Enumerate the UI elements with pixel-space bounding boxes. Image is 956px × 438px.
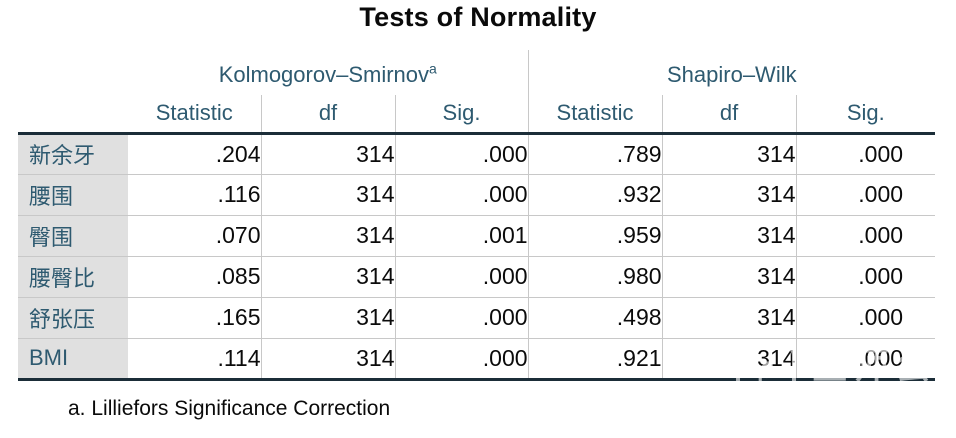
table-body: 新余牙 .204 314 .000 .789 314 .000 腰围 .116 … <box>18 131 936 381</box>
ks-df-cell: 314 <box>260 173 395 215</box>
sw-statistic-cell: .959 <box>527 214 663 256</box>
sw-sig-header: Sig. <box>795 95 936 133</box>
sw-df-cell: 314 <box>661 131 797 174</box>
sw-df-header: df <box>661 95 797 133</box>
ks-statistic-header: Statistic <box>155 99 233 125</box>
sw-df-cell: 314 <box>661 214 797 256</box>
sw-sig-cell: .000 <box>795 337 936 381</box>
sw-df-cell: 314 <box>661 337 797 381</box>
ks-df-cell: 314 <box>260 337 395 381</box>
sw-statistic-cell: .932 <box>527 173 663 215</box>
group-label: Kolmogorov–Smirnov <box>218 62 430 87</box>
sw-sig-cell: .000 <box>795 255 936 297</box>
ks-statistic-cell: .070 <box>128 214 261 256</box>
corner-cell <box>18 50 128 95</box>
group-label: Shapiro–Wilk <box>666 62 797 87</box>
ks-statistic-cell: .116 <box>128 173 261 215</box>
sw-df-cell: 314 <box>661 296 797 338</box>
sw-df-cell: 314 <box>661 173 797 215</box>
ks-df-cell: 314 <box>260 131 395 174</box>
footnote-marker: a <box>429 60 437 77</box>
sw-statistic-cell: .498 <box>527 296 663 338</box>
ks-statistic-cell: .165 <box>128 296 261 338</box>
ks-statistic-cell: .085 <box>128 255 261 297</box>
row-label: 舒张压 <box>18 296 128 338</box>
ks-statistic-cell: .114 <box>128 337 261 381</box>
ks-sig-cell: .001 <box>394 214 529 256</box>
ks-sig-cell: .000 <box>394 296 529 338</box>
tests-of-normality-table: Kolmogorov–Smirnova Shapiro–Wilk Statist… <box>18 50 936 381</box>
group-header-row: Kolmogorov–Smirnova Shapiro–Wilk <box>18 50 936 95</box>
ks-sig-cell: .000 <box>394 255 529 297</box>
ks-sig-cell: .000 <box>394 337 529 381</box>
row-label: 腰围 <box>18 173 128 215</box>
table-row: BMI .114 314 .000 .921 314 .000 <box>18 337 936 381</box>
page-title: Tests of Normality <box>359 2 597 32</box>
sw-statistic-header: Statistic <box>527 95 663 133</box>
ks-df-cell: 314 <box>260 296 395 338</box>
sw-df-cell: 314 <box>661 255 797 297</box>
ks-statistic-cell: .204 <box>128 131 261 174</box>
table-row: 舒张压 .165 314 .000 .498 314 .000 <box>18 296 936 338</box>
sw-sig-cell: .000 <box>795 296 936 338</box>
row-label: BMI <box>18 337 128 381</box>
ks-df-cell: 314 <box>260 255 395 297</box>
ks-df-cell: 314 <box>260 214 395 256</box>
sw-statistic-cell: .980 <box>527 255 663 297</box>
row-label: 新余牙 <box>18 131 128 174</box>
sw-sig-cell: .000 <box>795 214 936 256</box>
kolmogorov-smirnov-group-header: Kolmogorov–Smirnova <box>128 50 528 95</box>
table-header: Kolmogorov–Smirnova Shapiro–Wilk Statist… <box>18 50 936 133</box>
footnote: a. Lilliefors Significance Correction <box>68 397 391 420</box>
sw-sig-cell: .000 <box>795 173 936 215</box>
row-label: 腰臀比 <box>18 255 128 297</box>
table-row: 臀围 .070 314 .001 .959 314 .000 <box>18 214 936 256</box>
ks-df-header: df <box>260 95 395 133</box>
watermark-subtext: MEDICAL GROUP <box>807 385 940 398</box>
table-row: 腰臀比 .085 314 .000 .980 314 .000 <box>18 255 936 297</box>
row-label: 臀围 <box>18 214 128 256</box>
ks-sig-header: Sig. <box>394 95 529 133</box>
table-row: 新余牙 .204 314 .000 .789 314 .000 <box>18 131 936 174</box>
ks-sig-cell: .000 <box>394 173 529 215</box>
sub-header-row: Statistic df Sig. Statistic df Sig. <box>18 95 936 133</box>
ks-sig-cell: .000 <box>394 131 529 174</box>
corner-cell <box>18 95 128 133</box>
sw-sig-cell: .000 <box>795 131 936 174</box>
sw-statistic-cell: .921 <box>527 337 663 381</box>
table-row: 腰围 .116 314 .000 .932 314 .000 <box>18 173 936 215</box>
shapiro-wilk-group-header: Shapiro–Wilk <box>527 50 936 95</box>
sw-statistic-cell: .789 <box>527 131 663 174</box>
